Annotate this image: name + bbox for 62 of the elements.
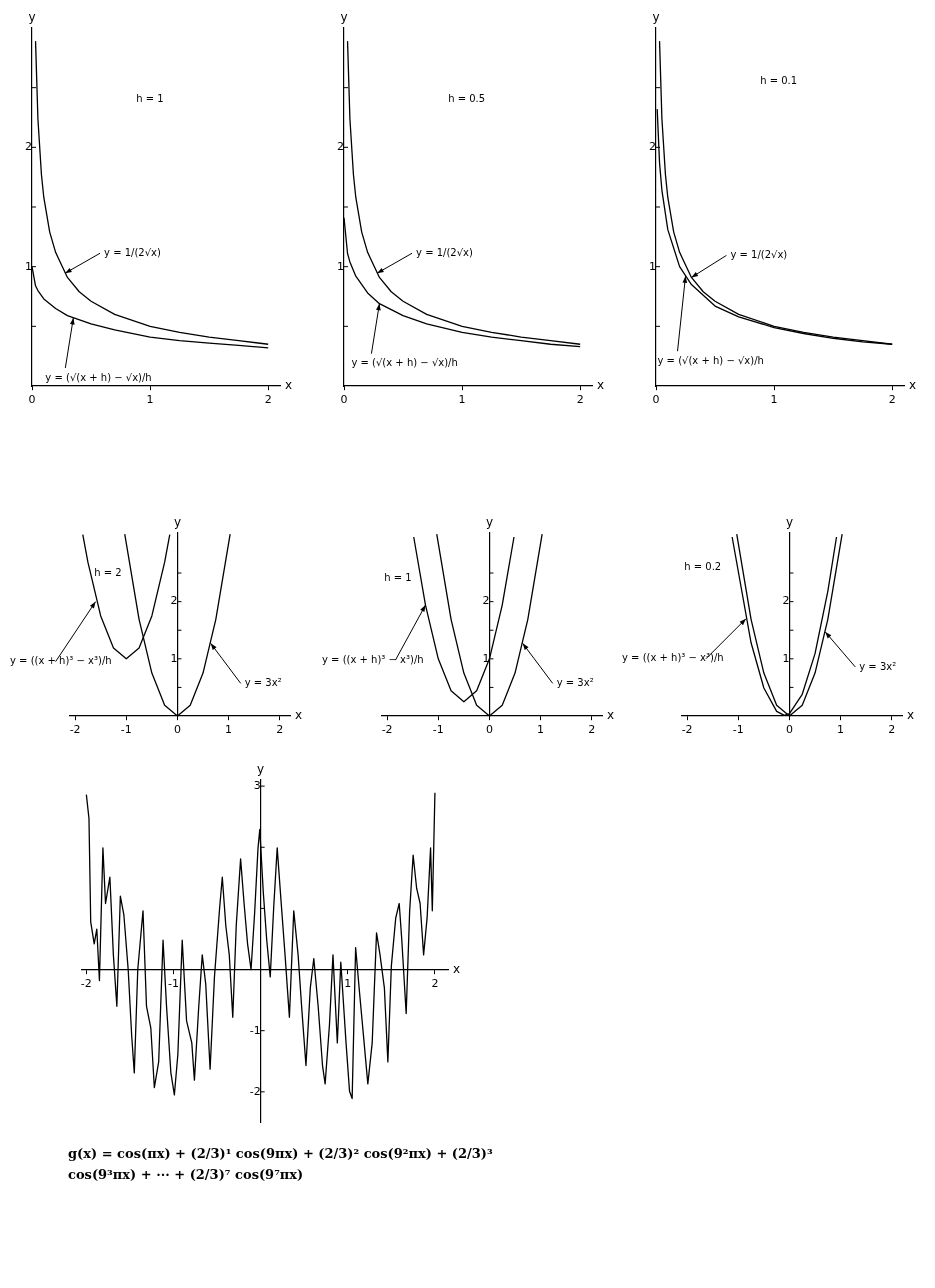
x-tick-label: 2 bbox=[576, 393, 584, 407]
x-tick-label: -1 bbox=[432, 723, 444, 737]
x-tick-label: 1 bbox=[837, 723, 845, 737]
annotation: y = 1/(2√x) bbox=[416, 246, 474, 258]
x-tick-label: 2 bbox=[276, 723, 284, 737]
x-tick-label: 0 bbox=[785, 723, 793, 737]
annotation: y = 3x² bbox=[556, 676, 594, 688]
x-tick-label: -1 bbox=[732, 723, 744, 737]
annotation: h = 0.2 bbox=[684, 561, 722, 573]
annotation: h = 0.1 bbox=[760, 75, 798, 87]
x-axis-title: x bbox=[907, 708, 915, 723]
y-tick-label: -2 bbox=[249, 1084, 261, 1098]
y-axis-title: y bbox=[173, 515, 181, 530]
annotation: y = 1/(2√x) bbox=[730, 249, 788, 260]
x-tick-label: -2 bbox=[681, 723, 693, 737]
annotation: y = ((x + h)³ − x³)/h bbox=[322, 653, 424, 665]
x-tick-label: 2 bbox=[888, 723, 896, 737]
x-tick-label: 2 bbox=[888, 393, 896, 407]
x-tick-label: -2 bbox=[69, 723, 81, 737]
annotation: y = (√(x + h) − √x)/h bbox=[45, 371, 152, 383]
x-tick-label: 0 bbox=[340, 393, 348, 407]
x-axis-title: x bbox=[909, 378, 917, 393]
y-axis-title: y bbox=[652, 10, 660, 25]
x-tick-label: 1 bbox=[458, 393, 466, 407]
x-tick-label: 2 bbox=[588, 723, 596, 737]
x-axis-title: x bbox=[285, 378, 293, 393]
y-axis-title: y bbox=[785, 515, 793, 530]
x-tick-label: 1 bbox=[146, 393, 154, 407]
x-tick-label: 0 bbox=[28, 393, 36, 407]
y-axis-title: y bbox=[257, 762, 265, 777]
annotation: y = ((x + h)³ − x³)/h bbox=[622, 652, 724, 664]
y-axis-title: y bbox=[340, 10, 348, 25]
annotation: y = 1/(2√x) bbox=[104, 246, 162, 258]
annotation: h = 1 bbox=[136, 93, 164, 105]
x-axis-title: x bbox=[295, 708, 303, 723]
x-tick-label: 1 bbox=[770, 393, 778, 407]
x-tick-label: 0 bbox=[485, 723, 493, 737]
x-tick-label: 1 bbox=[537, 723, 545, 737]
x-tick-label: -2 bbox=[381, 723, 393, 737]
x-tick-label: 2 bbox=[431, 977, 439, 990]
annotation: y = (√(x + h) − √x)/h bbox=[657, 354, 764, 366]
annotation: h = 1 bbox=[384, 572, 412, 584]
text: g(x) = cos(πx) + (2/3)¹ cos(9πx) + (2/3)² cos(9²πx) + (2/3)³ cos(9³πx) + ··· + (2/3)⁷ cos(9⁷πx) bbox=[68, 1145, 494, 1184]
x-tick-label: 0 bbox=[173, 723, 181, 737]
annotation: y = 3x² bbox=[244, 676, 282, 688]
x-axis-title: x bbox=[453, 961, 461, 976]
y-axis-title: y bbox=[28, 10, 36, 25]
annotation: h = 2 bbox=[94, 566, 122, 578]
x-tick-label: -2 bbox=[80, 977, 92, 990]
x-tick-label: 1 bbox=[225, 723, 233, 737]
annotation: y = (√(x + h) − √x)/h bbox=[351, 357, 458, 369]
x-tick-label: -1 bbox=[120, 723, 132, 737]
y-tick-label: -1 bbox=[249, 1023, 261, 1037]
annotation: h = 0.5 bbox=[448, 93, 486, 105]
x-tick-label: 2 bbox=[264, 393, 272, 407]
y-tick-label: 3 bbox=[253, 778, 261, 792]
y-axis-title: y bbox=[485, 515, 493, 530]
annotation: y = ((x + h)³ − x³)/h bbox=[10, 655, 112, 667]
x-axis-title: x bbox=[607, 708, 615, 723]
x-axis-title: x bbox=[597, 378, 605, 393]
x-tick-label: 0 bbox=[652, 393, 660, 407]
annotation: y = 3x² bbox=[859, 660, 897, 672]
